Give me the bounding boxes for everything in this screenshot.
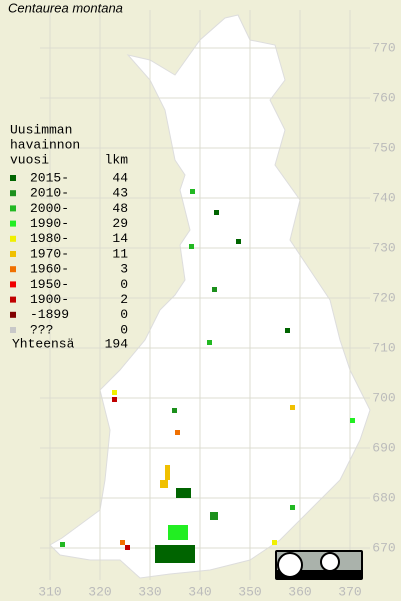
cc-badge bbox=[275, 550, 363, 580]
legend-swatch bbox=[10, 175, 16, 181]
y-tick-label: 730 bbox=[372, 240, 395, 255]
legend-label: 1970- bbox=[30, 246, 69, 261]
observation bbox=[290, 505, 295, 510]
y-tick-label: 700 bbox=[372, 390, 395, 405]
total-count: 194 bbox=[105, 336, 129, 351]
observation bbox=[285, 328, 290, 333]
legend-count-heading: lkm bbox=[105, 152, 129, 167]
legend-count: 14 bbox=[112, 231, 128, 246]
legend-count: 43 bbox=[112, 186, 128, 201]
legend-swatch bbox=[10, 266, 16, 273]
legend-count: 0 bbox=[120, 322, 128, 337]
y-tick-label: 690 bbox=[372, 440, 395, 455]
legend-label: 1980- bbox=[30, 231, 69, 246]
observation bbox=[189, 244, 194, 249]
observation bbox=[168, 525, 188, 540]
observation bbox=[120, 540, 125, 545]
observation bbox=[214, 210, 219, 215]
title: Centaurea montana bbox=[8, 0, 123, 15]
y-tick-label: 760 bbox=[372, 90, 395, 105]
total-label: Yhteensä bbox=[12, 336, 75, 351]
y-tick-label: 750 bbox=[372, 140, 395, 155]
observation bbox=[175, 430, 180, 435]
legend-heading: havainnon bbox=[10, 137, 80, 152]
x-tick-label: 310 bbox=[38, 584, 61, 599]
y-tick-label: 680 bbox=[372, 490, 395, 505]
x-tick-label: 330 bbox=[138, 584, 161, 599]
x-tick-label: 350 bbox=[238, 584, 261, 599]
observation bbox=[236, 239, 241, 244]
legend-swatch bbox=[10, 251, 16, 257]
y-tick-label: 720 bbox=[372, 290, 395, 305]
legend-count: 48 bbox=[112, 201, 128, 216]
observation bbox=[212, 287, 217, 292]
observation bbox=[155, 545, 195, 563]
observation bbox=[112, 390, 117, 395]
x-tick-label: 370 bbox=[338, 584, 361, 599]
legend-swatch bbox=[10, 190, 16, 197]
legend-label: 2000- bbox=[30, 201, 69, 216]
legend-label: ??? bbox=[30, 322, 53, 337]
observation bbox=[272, 540, 277, 545]
observation bbox=[190, 189, 195, 194]
legend-count: 0 bbox=[120, 277, 128, 292]
legend-label: 2015- bbox=[30, 170, 69, 185]
y-tick-label: 740 bbox=[372, 190, 395, 205]
legend-count: 44 bbox=[112, 170, 128, 185]
legend-swatch bbox=[10, 296, 16, 303]
observation bbox=[210, 512, 218, 520]
legend-label: 1900- bbox=[30, 292, 69, 307]
legend-swatch bbox=[10, 220, 16, 227]
legend-count: 3 bbox=[120, 262, 128, 277]
legend-count: 0 bbox=[120, 307, 128, 322]
legend-label: 1990- bbox=[30, 216, 69, 231]
observation bbox=[350, 418, 355, 423]
legend-swatch bbox=[10, 281, 16, 288]
y-tick-label: 710 bbox=[372, 340, 395, 355]
observation bbox=[125, 545, 130, 550]
x-tick-label: 320 bbox=[88, 584, 111, 599]
observation bbox=[176, 488, 191, 498]
x-tick-label: 360 bbox=[288, 584, 311, 599]
observation bbox=[165, 465, 170, 480]
legend-label: 1960- bbox=[30, 262, 69, 277]
legend-swatch bbox=[10, 235, 16, 242]
observation bbox=[172, 408, 177, 413]
observations bbox=[60, 189, 355, 563]
legend-heading: Uusimman bbox=[10, 122, 72, 137]
legend-swatch bbox=[10, 205, 16, 212]
legend-count: 2 bbox=[120, 292, 128, 307]
legend-swatch bbox=[10, 311, 16, 318]
legend-count: 29 bbox=[112, 216, 128, 231]
observation bbox=[112, 397, 117, 402]
legend-count: 11 bbox=[112, 246, 128, 261]
legend-swatch bbox=[10, 327, 16, 333]
observation bbox=[60, 542, 65, 547]
finland-outline bbox=[49, 14, 371, 579]
observation bbox=[160, 480, 168, 488]
observation bbox=[290, 405, 295, 410]
observation bbox=[207, 340, 212, 345]
y-tick-label: 670 bbox=[372, 540, 395, 555]
legend-label: 1950- bbox=[30, 277, 69, 292]
legend-label: 2010- bbox=[30, 186, 69, 201]
x-tick-label: 340 bbox=[188, 584, 211, 599]
legend-heading: vuosi bbox=[10, 152, 49, 167]
legend-label: -1899 bbox=[30, 307, 69, 322]
y-tick-label: 770 bbox=[372, 40, 395, 55]
